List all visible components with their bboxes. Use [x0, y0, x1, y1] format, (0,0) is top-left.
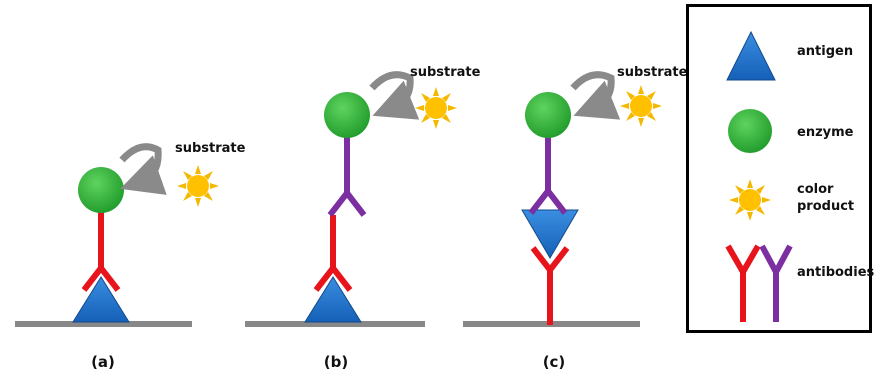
panel-label: (c) [543, 353, 566, 371]
panel-a: substrate (a) [15, 141, 246, 371]
legend-label: antibodies [797, 265, 875, 280]
antibody-purple [531, 130, 565, 213]
legend-label: antigen [797, 44, 853, 59]
color-product [620, 85, 662, 127]
legend-antibody-red [728, 246, 758, 322]
color-product [177, 165, 219, 207]
arrow [372, 75, 410, 108]
legend-color-product [729, 179, 771, 221]
color-product [415, 87, 457, 129]
legend: antigen enzyme antibodies [688, 6, 875, 332]
antibody-red [533, 248, 567, 325]
substrate-text: substrate [410, 65, 481, 80]
diagram: substrate (a) substrate (b) substrate (c… [0, 0, 878, 373]
antigen [305, 277, 361, 322]
antigen [522, 210, 578, 258]
antibody-purple [330, 130, 364, 215]
enzyme [525, 92, 571, 138]
legend-label: color product [797, 181, 857, 215]
enzyme [324, 92, 370, 138]
panel-label: (a) [91, 353, 115, 371]
panel-c: substrate (c) [463, 65, 688, 371]
legend-label: enzyme [797, 125, 854, 140]
legend-antigen [727, 32, 775, 80]
canvas: substrate (a) substrate (b) substrate (c… [0, 0, 878, 373]
legend-antibody-purple [762, 246, 790, 322]
substrate-text: substrate [175, 141, 246, 156]
antigen [73, 277, 129, 322]
panel-b: substrate (b) [245, 65, 481, 371]
arrow [573, 75, 611, 108]
arrow [122, 147, 158, 182]
legend-enzyme [728, 109, 772, 153]
enzyme [78, 167, 124, 213]
panel-label: (b) [324, 353, 348, 371]
substrate-text: substrate [617, 65, 688, 80]
